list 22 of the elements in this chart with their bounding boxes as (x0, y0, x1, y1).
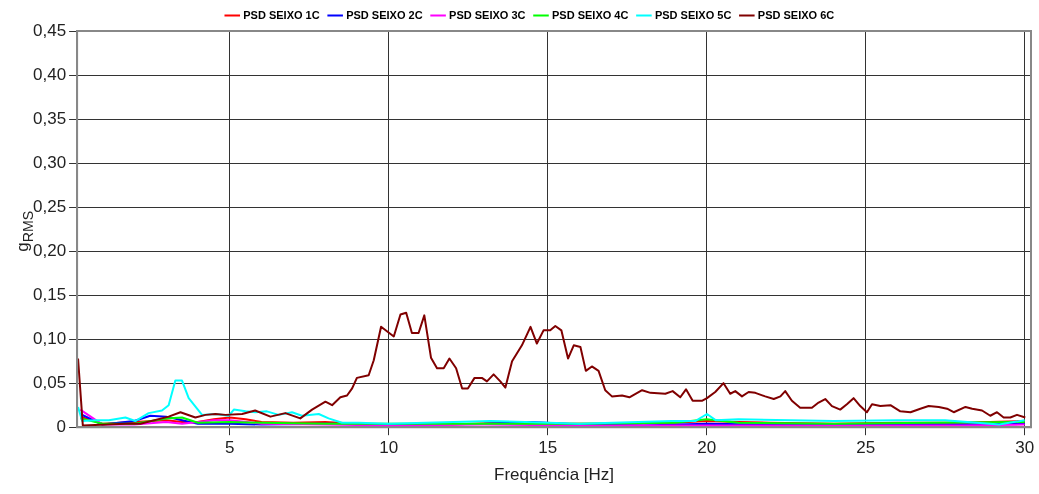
legend-label: PSD SEIXO 4C (552, 8, 629, 21)
x-tick-label: 5 (224, 438, 235, 458)
legend-label: PSD SEIXO 2C (346, 8, 423, 21)
y-tick-label: 0,10 (32, 328, 67, 348)
x-tick-label: 10 (379, 438, 399, 458)
y-tick-label: 0 (56, 416, 67, 436)
y-tick-label: 0,05 (32, 372, 67, 392)
legend-label: PSD SEIXO 1C (243, 8, 320, 21)
legend-label: PSD SEIXO 5C (654, 8, 732, 21)
x-tick-label: 20 (697, 438, 717, 458)
x-axis-title: Frequência [Hz] (494, 465, 615, 485)
x-tick-label: 30 (1015, 438, 1035, 458)
y-tick-label: 0,45 (32, 20, 67, 40)
x-tick-label: 25 (856, 438, 876, 458)
y-tick-label: 0,35 (32, 108, 67, 128)
y-tick-label: 0,30 (32, 152, 67, 172)
legend-label: PSD SEIXO 6C (757, 8, 835, 21)
legend-label: PSD SEIXO 3C (449, 8, 526, 21)
x-tick-label: 15 (538, 438, 558, 458)
y-tick-label: 0,40 (32, 64, 67, 84)
y-tick-label: 0,25 (32, 196, 67, 216)
y-tick-label: 0,15 (32, 284, 67, 304)
